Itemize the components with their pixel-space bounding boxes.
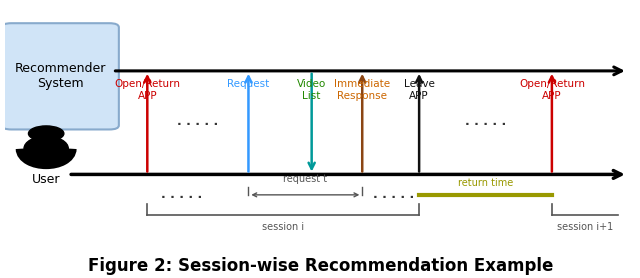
- Text: session i+1: session i+1: [557, 222, 613, 232]
- Text: . . . . .: . . . . .: [373, 188, 415, 201]
- Ellipse shape: [24, 136, 68, 161]
- Text: Video
List: Video List: [297, 79, 326, 101]
- Text: request t: request t: [284, 174, 328, 184]
- Circle shape: [28, 126, 64, 141]
- Text: Open/Return
APP: Open/Return APP: [115, 79, 180, 101]
- FancyBboxPatch shape: [2, 23, 119, 130]
- Text: . . . . .: . . . . .: [177, 115, 218, 128]
- Text: User: User: [32, 173, 60, 186]
- Text: Open/Return
APP: Open/Return APP: [519, 79, 585, 101]
- Text: Request: Request: [227, 79, 269, 89]
- Text: return time: return time: [458, 178, 513, 188]
- Text: session i: session i: [262, 222, 304, 232]
- Text: . . . . .: . . . . .: [465, 115, 506, 128]
- Text: Leave
APP: Leave APP: [404, 79, 435, 101]
- Text: Recommender
System: Recommender System: [15, 62, 106, 90]
- Text: . . . . .: . . . . .: [161, 188, 203, 201]
- Text: Figure 2: Session-wise Recommendation Example: Figure 2: Session-wise Recommendation Ex…: [88, 257, 554, 275]
- Text: Immediate
Response: Immediate Response: [334, 79, 390, 101]
